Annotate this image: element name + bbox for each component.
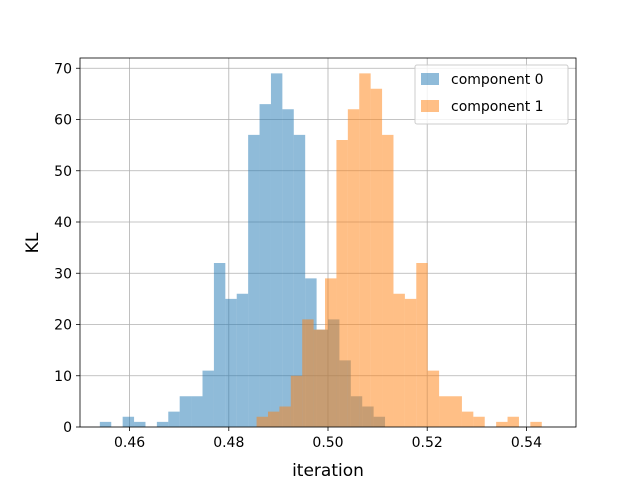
bar-component-0: [236, 293, 249, 427]
bar-component-1: [439, 396, 451, 427]
x-tick-label: 0.46: [114, 435, 145, 451]
bar-component-1: [404, 298, 417, 427]
bar-component-1: [473, 416, 485, 427]
bar-component-1: [427, 370, 440, 427]
bar-component-1: [450, 396, 462, 427]
bar-component-0: [202, 370, 214, 427]
bar-component-0: [293, 134, 306, 427]
bar-component-1: [302, 319, 314, 427]
y-tick-label: 10: [54, 369, 72, 385]
bar-component-1: [382, 134, 394, 427]
bar-component-0: [122, 416, 135, 427]
legend-label-component-0: component 0: [451, 72, 544, 88]
y-tick-label: 40: [54, 215, 72, 231]
x-tick-label: 0.48: [213, 435, 244, 451]
x-axis-label: iteration: [292, 461, 364, 480]
bar-component-0: [134, 421, 146, 427]
bar-component-0: [213, 263, 226, 427]
bar-component-1: [279, 406, 291, 427]
bar-component-0: [168, 411, 180, 427]
legend: component 0 component 1: [414, 64, 569, 125]
y-tick-label: 70: [54, 61, 72, 77]
y-tick-label: 0: [63, 420, 72, 436]
y-tick-label: 30: [54, 266, 72, 282]
bar-component-1: [267, 411, 280, 427]
legend-swatch-component-1: [421, 100, 439, 112]
bar-component-1: [393, 293, 405, 427]
y-tick-label: 50: [54, 164, 72, 180]
bar-component-0: [156, 421, 169, 427]
bar-component-0: [248, 134, 260, 427]
bar-component-0: [270, 73, 283, 427]
bar-component-1: [530, 421, 542, 427]
bar-component-1: [336, 140, 348, 427]
x-tick-label: 0.52: [412, 435, 443, 451]
bar-component-0: [259, 104, 271, 427]
bar-component-1: [313, 329, 326, 427]
bar-component-1: [359, 73, 371, 427]
grid-lines: [80, 58, 576, 428]
bar-component-1: [347, 109, 360, 427]
y-axis-label: KL: [23, 232, 43, 253]
legend-label-component-1: component 1: [451, 99, 544, 115]
histogram-bars: [99, 73, 542, 427]
bar-component-0: [191, 396, 203, 427]
y-tick-label: 20: [54, 318, 72, 334]
bar-component-1: [370, 88, 383, 427]
bar-component-0: [225, 298, 237, 427]
bar-component-1: [325, 278, 337, 427]
bar-component-0: [282, 109, 294, 427]
bar-component-1: [290, 375, 303, 427]
legend-frame: [414, 64, 569, 125]
bar-component-1: [496, 421, 508, 427]
bar-component-0: [99, 421, 112, 427]
y-axis-ticks: 0 10 20 30 40 50 60 70: [54, 61, 80, 436]
bar-component-1: [461, 411, 474, 427]
legend-swatch-component-0: [421, 73, 439, 85]
x-tick-label: 0.54: [511, 435, 542, 451]
bar-component-1: [256, 416, 268, 427]
bar-component-1: [507, 416, 519, 427]
x-axis-ticks: 0.46 0.48 0.50 0.52 0.54: [114, 427, 542, 451]
bar-component-0: [179, 396, 192, 427]
bar-component-1: [416, 263, 428, 427]
y-tick-label: 60: [54, 113, 72, 129]
x-tick-label: 0.50: [312, 435, 343, 451]
